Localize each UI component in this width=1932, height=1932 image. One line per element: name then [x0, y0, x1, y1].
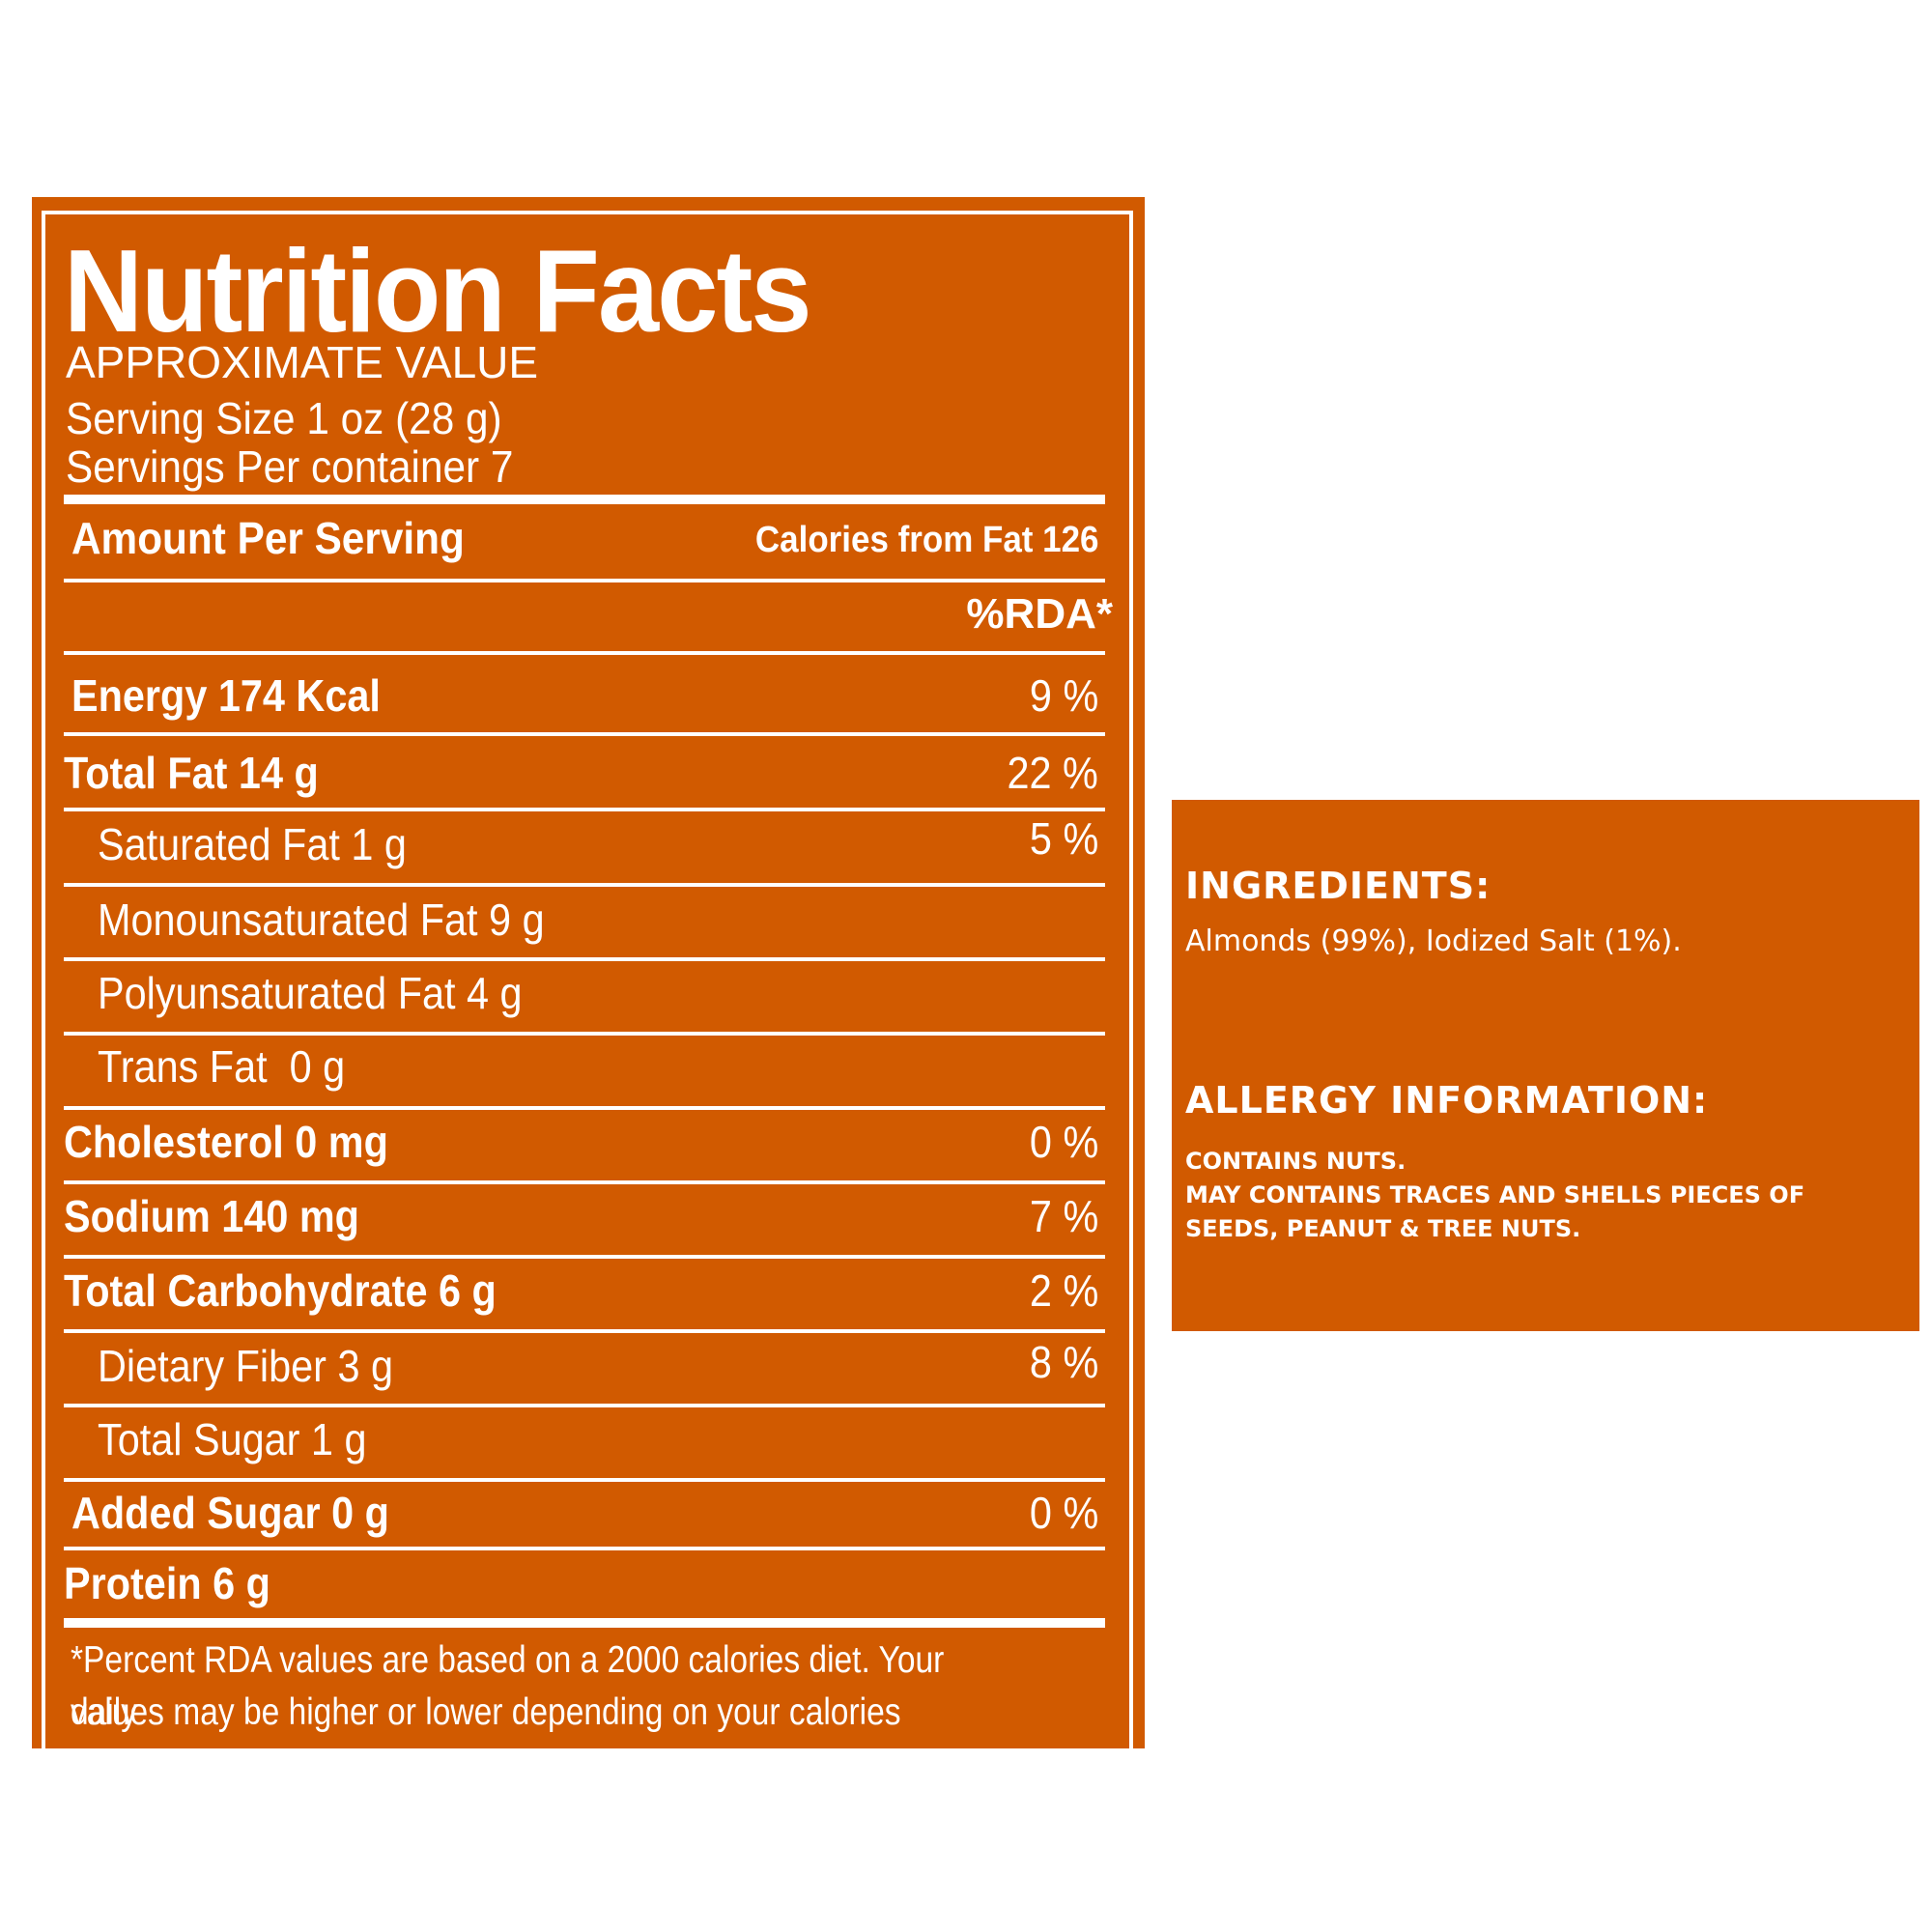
- allergy-line-1: CONTAINS NUTS.: [1185, 1148, 1406, 1175]
- divider: [64, 579, 1105, 582]
- nutrient-label: Monounsaturated Fat 9 g: [98, 895, 545, 945]
- divider: [64, 1255, 1105, 1259]
- nutrient-row-trans-fat: Trans Fat 0 g: [64, 1030, 1105, 1103]
- serving-size: Serving Size 1 oz (28 g): [66, 393, 502, 443]
- nutrient-percent: 5 %: [1029, 813, 1098, 864]
- divider: [64, 1106, 1105, 1110]
- allergy-line-3: SEEDS, PEANUT & TREE NUTS.: [1185, 1215, 1581, 1242]
- nutrient-row-sodium: Sodium 140 mg 7 %: [64, 1179, 1105, 1253]
- approximate-value-label: APPROXIMATE VALUE: [66, 337, 539, 387]
- nutrient-row-dietary-fiber: Dietary Fiber 3 g 8 %: [64, 1329, 1105, 1403]
- ingredients-text: Almonds (99%), Iodized Salt (1%).: [1185, 924, 1682, 958]
- thick-divider-top: [64, 495, 1105, 504]
- divider: [64, 732, 1105, 736]
- nutrient-label: Energy 174 Kcal: [71, 670, 381, 721]
- divider: [64, 1404, 1105, 1407]
- thick-divider-bottom: [64, 1618, 1105, 1628]
- nutrient-label: Total Sugar 1 g: [98, 1414, 367, 1464]
- nutrient-row-saturated-fat: Saturated Fat 1 g 5 %: [64, 808, 1105, 881]
- rda-header: %RDA*: [966, 590, 1113, 638]
- nutrient-label: Sodium 140 mg: [64, 1191, 359, 1241]
- nutrient-row-cholesterol: Cholesterol 0 mg 0 %: [64, 1105, 1105, 1179]
- nutrient-label: Trans Fat 0 g: [98, 1041, 346, 1092]
- nutrient-percent: 0 %: [1029, 1117, 1098, 1167]
- nutrient-row-added-sugar: Added Sugar 0 g 0 %: [64, 1476, 1105, 1549]
- nutrient-label: Total Fat 14 g: [64, 748, 319, 798]
- calories-from-fat: Calories from Fat 126: [754, 520, 1098, 560]
- nutrition-facts-panel: Nutrition Facts APPROXIMATE VALUE Servin…: [32, 197, 1145, 1785]
- ingredients-allergy-panel: INGREDIENTS: Almonds (99%), Iodized Salt…: [1172, 800, 1919, 1331]
- divider: [64, 651, 1105, 655]
- nutrient-label: Cholesterol 0 mg: [64, 1117, 388, 1167]
- nutrient-percent: 0 %: [1029, 1488, 1098, 1538]
- nutrient-percent: 8 %: [1029, 1337, 1098, 1387]
- divider: [64, 1478, 1105, 1482]
- nutrient-row-total-carbohydrate: Total Carbohydrate 6 g 2 %: [64, 1254, 1105, 1327]
- nutrient-percent: 7 %: [1029, 1191, 1098, 1241]
- nutrient-label: Total Carbohydrate 6 g: [64, 1265, 497, 1316]
- divider: [64, 1329, 1105, 1333]
- nutrient-label: Protein 6 g: [64, 1558, 270, 1608]
- footnote-line-1: *Percent RDA values are based on a 2000 …: [71, 1639, 945, 1733]
- divider: [64, 1547, 1105, 1550]
- nutrient-row-protein: Protein 6 g: [64, 1547, 1105, 1620]
- divider: [64, 957, 1105, 961]
- nutrient-label: Saturated Fat 1 g: [98, 819, 407, 869]
- nutrient-row-polyunsaturated-fat: Polyunsaturated Fat 4 g: [64, 956, 1105, 1030]
- nutrient-row-energy: Energy 174 Kcal 9 %: [64, 659, 1105, 732]
- nutrient-label: Polyunsaturated Fat 4 g: [98, 968, 523, 1018]
- divider: [64, 883, 1105, 887]
- nutrient-percent: 22 %: [1007, 748, 1098, 798]
- panel-border: [42, 211, 1133, 1748]
- allergy-heading: ALLERGY INFORMATION:: [1185, 1079, 1709, 1122]
- servings-per-container: Servings Per container 7: [66, 441, 514, 492]
- nutrient-percent: 2 %: [1029, 1265, 1098, 1316]
- nutrient-percent: 9 %: [1029, 670, 1098, 721]
- amount-per-serving-label: Amount Per Serving: [71, 513, 465, 563]
- nutrient-row-total-sugar: Total Sugar 1 g: [64, 1403, 1105, 1476]
- nutrition-title: Nutrition Facts: [64, 225, 812, 356]
- allergy-line-2: MAY CONTAINS TRACES AND SHELLS PIECES OF: [1185, 1181, 1805, 1208]
- nutrient-row-total-fat: Total Fat 14 g 22 %: [64, 736, 1105, 810]
- nutrition-facts-content: Nutrition Facts APPROXIMATE VALUE Servin…: [64, 197, 1113, 1785]
- nutrient-row-monounsaturated-fat: Monounsaturated Fat 9 g: [64, 883, 1105, 956]
- divider: [64, 1180, 1105, 1184]
- nutrient-label: Dietary Fiber 3 g: [98, 1341, 394, 1391]
- divider: [64, 808, 1105, 811]
- footnote-line-2: values may be higher or lower depending …: [71, 1691, 901, 1785]
- ingredients-heading: INGREDIENTS:: [1185, 865, 1492, 907]
- divider: [64, 1032, 1105, 1036]
- nutrient-label: Added Sugar 0 g: [71, 1488, 389, 1538]
